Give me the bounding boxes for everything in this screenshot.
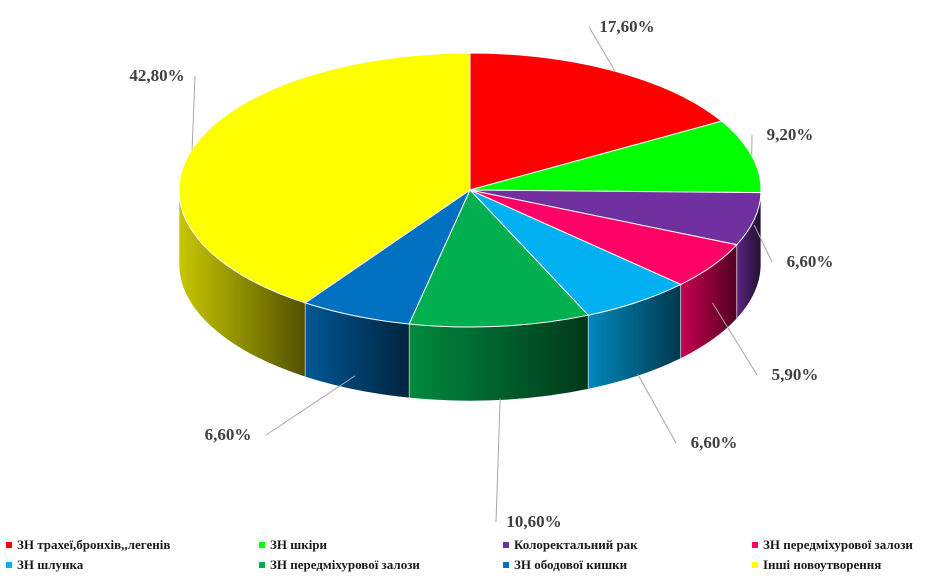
leader-line-3 — [753, 225, 773, 263]
leader-line-8 — [191, 75, 196, 150]
pie-slice-7 — [304, 188, 472, 325]
legend-item-6: ЗН передміхурової залози — [259, 555, 420, 575]
data-labels: 17,60% 9,20% 6,60% 5,90% 6,60% 10,60% 6,60% 42,… — [129, 17, 833, 531]
legend-label: ЗН передміхурової залози — [270, 557, 420, 572]
legend-item-4: ЗН передміхурової залози — [752, 535, 913, 555]
leader-line-5 — [637, 373, 677, 444]
pie-slice-2 — [469, 120, 762, 194]
leader-line-1 — [588, 26, 616, 72]
legend-label: ЗН шлунка — [17, 557, 84, 572]
legend-swatch — [752, 542, 758, 548]
leader-line-7 — [265, 375, 356, 436]
legend-item-3: Колоректальний рак — [503, 535, 638, 555]
legend-swatch — [259, 562, 265, 568]
legend-swatch — [6, 542, 12, 548]
legend: ЗН трахеї,бронхів,,легенів ЗН шкіри Колоре… — [0, 535, 939, 579]
legend-label: ЗН ободової кишки — [514, 557, 628, 572]
pie-slice-5 — [469, 189, 682, 316]
legend-item-5: ЗН шлунка — [6, 555, 83, 575]
data-label-2: 9,20% — [767, 125, 814, 144]
legend-swatch — [503, 562, 509, 568]
pie-side-6 — [408, 314, 589, 402]
leader-line-4 — [712, 302, 758, 376]
leader-lines — [191, 26, 773, 523]
pie-slices — [178, 52, 762, 328]
legend-label: ЗН передміхурової залози — [763, 537, 913, 552]
pie-slice-3 — [469, 189, 762, 246]
data-label-4: 5,90% — [772, 365, 819, 384]
legend-swatch — [503, 542, 509, 548]
legend-swatch — [259, 542, 265, 548]
pie-sides — [178, 189, 762, 402]
legend-swatch — [752, 562, 758, 568]
legend-label: ЗН шкіри — [270, 537, 328, 552]
legend-item-7: ЗН ободової кишки — [503, 555, 627, 575]
legend-item-1: ЗН трахеї,бронхів,,легенів — [6, 535, 170, 555]
data-label-7: 6,60% — [205, 425, 252, 444]
legend-swatch — [6, 562, 12, 568]
pie-slice-6 — [408, 189, 590, 328]
leader-line-6 — [495, 398, 501, 523]
legend-label: ЗН трахеї,бронхів,,легенів — [17, 537, 171, 552]
legend-item-2: ЗН шкіри — [259, 535, 327, 555]
pie-slice-8 — [178, 52, 471, 304]
legend-item-8: Інші новоутворення — [752, 555, 881, 575]
data-label-1: 17,60% — [599, 17, 654, 36]
data-label-8: 42,80% — [129, 66, 184, 85]
data-label-6: 10,60% — [506, 512, 561, 531]
data-label-5: 6,60% — [691, 433, 738, 452]
legend-label: Інші новоутворення — [763, 557, 882, 572]
legend-label: Колоректальний рак — [514, 537, 638, 552]
data-label-3: 6,60% — [787, 252, 834, 271]
